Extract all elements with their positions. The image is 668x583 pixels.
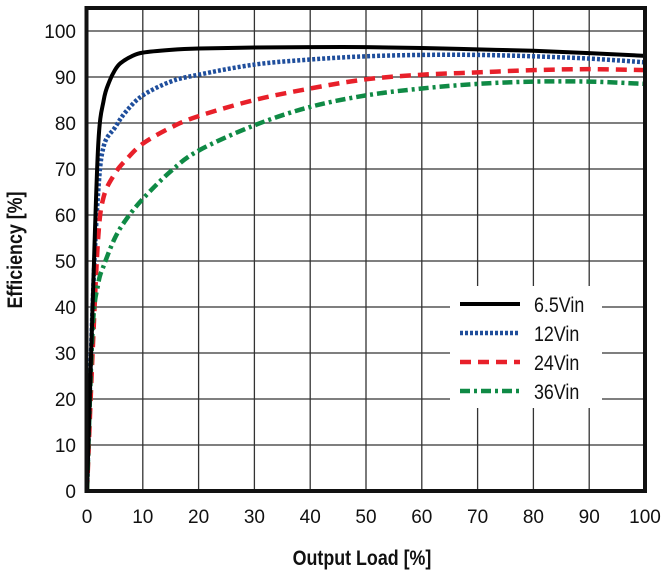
y-tick-label: 80 [55, 114, 76, 135]
series-line-12vin [84, 52, 646, 492]
y-tick-label: 60 [55, 206, 76, 227]
y-tick-label: 100 [44, 22, 76, 43]
series-line-24vin [84, 66, 646, 492]
y-tick-label: 70 [55, 160, 76, 181]
y-tick-label: 30 [55, 344, 76, 365]
y-tick-label: 90 [55, 68, 76, 89]
legend-label: 6.5Vin [534, 294, 584, 318]
legend-label: 24Vin [534, 352, 579, 376]
series-lines [84, 45, 646, 492]
y-tick-label: 20 [55, 390, 76, 411]
plot-frame [84, 6, 647, 493]
y-tick-label: 10 [55, 436, 76, 457]
x-tick-label: 20 [188, 507, 209, 528]
x-tick-label: 0 [82, 507, 93, 528]
y-axis-label: Efficiency [%] [4, 192, 28, 309]
x-tick-label: 90 [579, 507, 600, 528]
x-tick-label: 50 [355, 507, 376, 528]
series-line-36vin [84, 79, 646, 492]
legend-label: 12Vin [534, 323, 579, 347]
x-axis-label: Output Load [%] [293, 547, 432, 571]
x-tick-label: 100 [629, 507, 661, 528]
y-tick-label: 40 [55, 298, 76, 319]
x-tick-label: 70 [467, 507, 488, 528]
series-line-6.5vin [85, 45, 646, 492]
x-tick-label: 60 [411, 507, 432, 528]
legend-background [450, 286, 602, 408]
legend-label: 36Vin [534, 381, 579, 405]
x-tick-label: 40 [300, 507, 321, 528]
x-tick-label: 10 [132, 507, 153, 528]
legend: 6.5Vin 12Vin 24Vin 36Vin [450, 286, 602, 408]
y-tick-label: 0 [65, 482, 76, 503]
x-tick-label: 30 [244, 507, 265, 528]
x-tick-label: 80 [523, 507, 544, 528]
y-tick-label: 50 [55, 252, 76, 273]
tick-labels: 0 10 20 30 40 50 60 70 80 90 100 0 10 20 30 40 50 60 70 80 9… [44, 22, 661, 528]
